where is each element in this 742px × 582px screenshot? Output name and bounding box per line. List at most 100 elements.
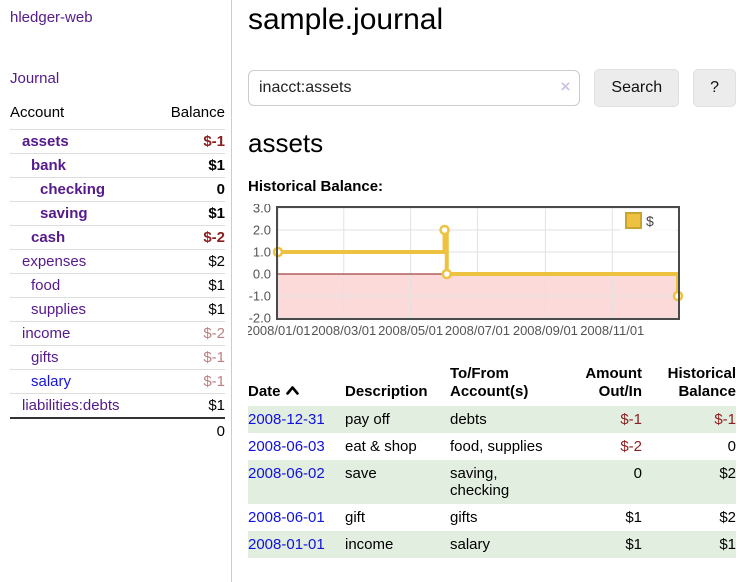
- transaction-accounts: salary: [450, 536, 491, 553]
- transaction-description: gift: [345, 509, 366, 526]
- transaction-amount: $1: [625, 509, 642, 526]
- svg-text:2008/07/01: 2008/07/01: [445, 323, 510, 338]
- transaction-date-link[interactable]: 2008-06-03: [248, 438, 325, 455]
- transaction-row: 2008-01-01 income salary $1 $1: [248, 531, 736, 558]
- transaction-amount: 0: [633, 465, 642, 482]
- transaction-accounts: gifts: [450, 509, 478, 526]
- account-row: salary $-1: [10, 369, 225, 393]
- sidebar-account-link[interactable]: salary: [31, 373, 72, 390]
- transaction-date-cell: 2008-06-02: [248, 460, 345, 504]
- transaction-balance: $-1: [714, 411, 736, 428]
- account-balance: $1: [208, 301, 225, 318]
- sidebar-account-link[interactable]: liabilities:debts: [22, 397, 120, 414]
- col-header-date-label: Date: [248, 383, 281, 400]
- transaction-description: save: [345, 465, 377, 482]
- svg-text:-2.0: -2.0: [249, 311, 271, 326]
- svg-text:2008/03/01: 2008/03/01: [311, 323, 376, 338]
- svg-text:2008/11/01: 2008/11/01: [580, 323, 644, 338]
- svg-text:2.0: 2.0: [253, 223, 271, 238]
- sidebar-account-link[interactable]: gifts: [31, 349, 59, 366]
- transaction-balance: 0: [727, 438, 736, 455]
- account-balance: $1: [208, 205, 225, 222]
- transaction-date-link[interactable]: 2008-01-01: [248, 536, 325, 553]
- account-row: assets $-1: [10, 129, 225, 153]
- sidebar-account-link[interactable]: checking: [40, 181, 106, 198]
- account-balance: $-2: [203, 325, 225, 342]
- svg-text:2008/09/01: 2008/09/01: [513, 323, 578, 338]
- transaction-date-cell: 2008-01-01: [248, 531, 345, 558]
- search-form: × Search ?: [248, 69, 736, 107]
- account-row: supplies $1: [10, 297, 225, 321]
- transaction-date-link[interactable]: 2008-06-01: [248, 509, 325, 526]
- account-row: cash $-2: [10, 225, 225, 249]
- transaction-amount: $-1: [620, 411, 642, 428]
- transaction-description: income: [345, 536, 394, 553]
- transaction-date-cell: 2008-06-03: [248, 433, 345, 460]
- account-balance: $-1: [203, 373, 225, 390]
- search-input[interactable]: [248, 70, 581, 106]
- register-table: Date Description To/From Account(s) Amou…: [248, 365, 736, 558]
- sidebar-account-link[interactable]: income: [22, 325, 71, 342]
- accounts-total-row: 0: [10, 417, 225, 443]
- sidebar-item-journal[interactable]: Journal: [10, 70, 60, 87]
- account-column-header: Account: [10, 104, 65, 121]
- svg-text:2008/05/01: 2008/05/01: [378, 323, 443, 338]
- account-row: income $-2: [10, 321, 225, 345]
- account-row: gifts $-1: [10, 345, 225, 369]
- col-header-balance[interactable]: Historical Balance: [667, 365, 736, 400]
- page-title: sample.journal: [248, 3, 444, 36]
- transaction-row: 2008-06-01 gift gifts $1 $2: [248, 504, 736, 531]
- transaction-amount: $1: [625, 536, 642, 553]
- account-balance: $1: [208, 157, 225, 174]
- sidebar-account-link[interactable]: cash: [31, 229, 66, 246]
- register-table-body: 2008-12-31 pay off debts $-1 $-1 2008-06-03 ea…: [248, 406, 736, 558]
- svg-text:-1.0: -1.0: [249, 289, 271, 304]
- account-row: expenses $2: [10, 249, 225, 273]
- sidebar-account-link[interactable]: expenses: [22, 253, 87, 270]
- chart-label: Historical Balance:: [248, 178, 384, 195]
- account-balance: $1: [208, 397, 225, 414]
- transaction-date-cell: 2008-12-31: [248, 406, 345, 433]
- col-header-amount[interactable]: Amount Out/In: [585, 365, 642, 400]
- transaction-date-link[interactable]: 2008-06-02: [248, 465, 325, 482]
- account-rows: assets $-1 bank $1 checking 0 saving $1 cash $-2 e…: [10, 129, 225, 417]
- transaction-balance: $2: [719, 509, 736, 526]
- col-header-description[interactable]: Description: [345, 383, 428, 400]
- account-row: checking 0: [10, 177, 225, 201]
- account-balance: $2: [208, 253, 225, 270]
- transaction-accounts: debts: [450, 411, 487, 428]
- accounts-table-header: Account Balance: [10, 104, 225, 129]
- legend-swatch-icon: [625, 212, 642, 229]
- account-balance: $-1: [203, 349, 225, 366]
- sidebar-account-link[interactable]: food: [31, 277, 61, 294]
- clear-search-icon[interactable]: ×: [560, 77, 571, 96]
- transaction-description: eat & shop: [345, 438, 417, 455]
- svg-text:1.0: 1.0: [253, 245, 271, 260]
- transaction-accounts: food, supplies: [450, 438, 543, 455]
- sidebar: hledger-web Journal Account Balance asse…: [0, 0, 232, 582]
- transaction-row: 2008-06-03 eat & shop food, supplies $-2 0: [248, 433, 736, 460]
- sidebar-account-link[interactable]: assets: [22, 133, 69, 150]
- sidebar-account-link[interactable]: supplies: [31, 301, 87, 318]
- transaction-description: pay off: [345, 411, 390, 428]
- col-header-date[interactable]: Date: [248, 365, 345, 406]
- sidebar-account-link[interactable]: saving: [40, 205, 88, 222]
- transaction-date-link[interactable]: 2008-12-31: [248, 411, 325, 428]
- sidebar-account-link[interactable]: bank: [31, 157, 67, 174]
- transaction-balance: $1: [719, 536, 736, 553]
- account-row: bank $1: [10, 153, 225, 177]
- accounts-total-value: 0: [216, 422, 225, 440]
- svg-text:0.0: 0.0: [253, 267, 271, 282]
- legend-label: $: [646, 213, 654, 229]
- col-header-accounts[interactable]: To/From Account(s): [450, 365, 529, 400]
- account-balance: 0: [216, 181, 225, 198]
- transaction-amount: $-2: [620, 438, 642, 455]
- transaction-row: 2008-06-02 save saving, checking 0 $2: [248, 460, 736, 504]
- help-button[interactable]: ?: [693, 69, 736, 107]
- register-header-row: Date Description To/From Account(s) Amou…: [248, 365, 736, 406]
- account-row: saving $1: [10, 201, 225, 225]
- transaction-row: 2008-12-31 pay off debts $-1 $-1: [248, 406, 736, 433]
- svg-text:3.0: 3.0: [253, 204, 271, 216]
- search-button[interactable]: Search: [594, 69, 680, 107]
